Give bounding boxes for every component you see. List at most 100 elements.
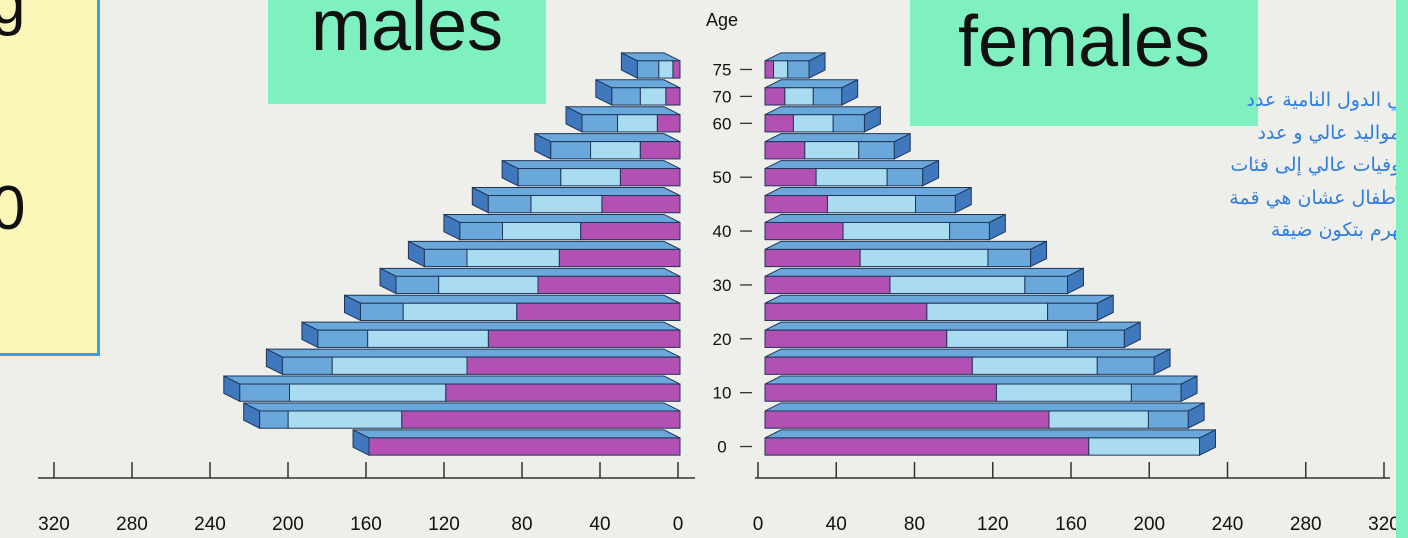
female-bar-segment <box>764 356 973 375</box>
male-bar-segment <box>672 60 681 79</box>
female-bar-segment <box>995 383 1132 402</box>
x-tick-label: 40 <box>826 514 847 535</box>
female-bar-segment <box>764 221 844 241</box>
female-bar-segment <box>764 329 948 348</box>
left-text-box: g 0 <box>0 0 100 356</box>
female-bar-segment <box>926 302 1049 321</box>
female-bars <box>764 52 1217 456</box>
bar-top-face <box>534 133 681 143</box>
male-bar-segment <box>281 356 333 375</box>
male-bar-segment <box>550 141 592 160</box>
arabic-line-4: الأطفال عشان هي قمة <box>1229 186 1408 209</box>
female-bar-segment <box>1096 356 1155 375</box>
x-tick-label: 280 <box>116 514 148 535</box>
male-bars <box>223 52 681 456</box>
female-bar-segment <box>971 356 1098 375</box>
female-bar-segment <box>1066 329 1125 348</box>
bar-top-face <box>301 321 681 331</box>
left-box-text-1: g <box>0 0 26 37</box>
male-bar-segment <box>639 87 667 106</box>
bar-top-face <box>764 429 1216 439</box>
female-bar-segment <box>764 410 1050 429</box>
males-label: males <box>310 0 504 66</box>
age-tick-label: 40 <box>713 222 732 241</box>
female-bar-segment <box>764 302 928 321</box>
bar-top-face <box>565 106 681 116</box>
male-bar-segment <box>502 221 582 241</box>
bar-top-face <box>764 402 1205 412</box>
x-tick-label: 240 <box>1212 514 1244 535</box>
male-bar-segment <box>590 141 641 160</box>
female-bar-segment <box>815 168 888 187</box>
age-axis-title: Age <box>706 10 738 30</box>
female-bar-segment <box>792 114 834 133</box>
male-bar-segment <box>239 383 291 402</box>
age-tick-label: 0 <box>717 438 726 457</box>
bar-top-face <box>764 267 1084 277</box>
male-bar-segment <box>656 114 681 133</box>
male-bar-segment <box>466 248 560 268</box>
bar-top-face <box>764 240 1047 250</box>
male-bar-segment <box>423 248 468 268</box>
female-bar-segment <box>804 141 860 160</box>
x-tick-label: 120 <box>428 514 460 535</box>
x-tick-label: 40 <box>589 514 610 535</box>
bar-top-face <box>764 375 1198 385</box>
male-bar-segment <box>636 60 660 79</box>
male-bar-segment <box>331 356 468 375</box>
arabic-line-2: المواليد عالي و عدد <box>1257 121 1408 144</box>
bar-top-face <box>223 375 681 385</box>
male-bar-segment <box>530 195 603 214</box>
female-bar-segment <box>987 248 1032 268</box>
bar-top-face <box>764 213 1006 223</box>
female-bar-segment <box>832 114 865 133</box>
bar-top-face <box>443 213 681 223</box>
males-label-box: males <box>268 0 546 104</box>
x-tick-label: 120 <box>977 514 1009 535</box>
x-tick-label: 320 <box>38 514 70 535</box>
female-bar-segment <box>1047 302 1098 321</box>
male-bar-segment <box>581 114 619 133</box>
male-bar-segment <box>395 275 440 295</box>
x-tick-label: 160 <box>1055 514 1087 535</box>
x-tick-label: 80 <box>511 514 532 535</box>
x-ticks-right: 0 40 80 120 160 200 240 280 320 <box>753 462 1400 535</box>
female-bar-segment <box>1147 410 1189 429</box>
bar-top-face <box>764 133 911 143</box>
male-bar-segment <box>601 195 681 214</box>
bar-top-face <box>408 240 681 250</box>
x-tick-label: 0 <box>753 514 764 535</box>
bar-top-face <box>352 429 681 439</box>
bar-top-face <box>344 294 681 304</box>
male-bar-segment <box>445 383 681 402</box>
female-bar-segment <box>1048 410 1149 429</box>
females-label: females <box>957 2 1211 82</box>
male-bar-segment <box>617 114 658 133</box>
female-bar-segment <box>1024 275 1068 295</box>
female-bar-segment <box>949 221 990 241</box>
female-bar-segment <box>764 248 861 268</box>
male-bar-segment <box>619 168 681 187</box>
male-bar-segment <box>665 87 681 106</box>
female-bar-segment <box>764 195 828 214</box>
x-tick-label: 200 <box>272 514 304 535</box>
age-tick-label: 60 <box>713 114 732 133</box>
bar-top-face <box>472 187 681 197</box>
x-tick-label: 0 <box>673 514 684 535</box>
bar-top-face <box>266 348 681 358</box>
right-edge-strip <box>1396 0 1408 538</box>
male-bar-segment <box>459 221 503 241</box>
female-bar-segment <box>859 248 989 268</box>
bar-top-face <box>764 160 939 170</box>
arabic-line-1: في الدول النامية عدد <box>1246 89 1408 111</box>
bar-top-face <box>764 321 1141 331</box>
male-bar-segment <box>401 410 681 429</box>
x-tick-label: 200 <box>1133 514 1165 535</box>
female-bar-segment <box>764 87 786 106</box>
male-bar-segment <box>289 383 447 402</box>
male-bar-segment <box>580 221 681 241</box>
female-bar-segment <box>773 60 789 79</box>
bar-top-face <box>764 348 1171 358</box>
